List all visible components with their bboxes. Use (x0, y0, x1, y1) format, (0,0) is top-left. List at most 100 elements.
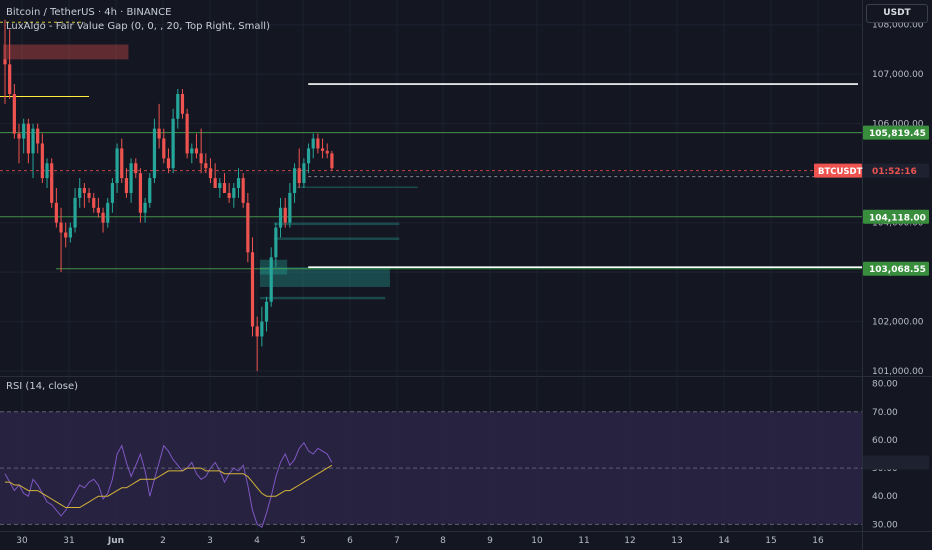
candle-body[interactable] (330, 153, 334, 169)
candle-body[interactable] (316, 138, 320, 149)
candle-body[interactable] (92, 197, 96, 208)
candle-body[interactable] (199, 153, 203, 164)
candle-body[interactable] (124, 178, 129, 193)
candle-body[interactable] (171, 118, 175, 169)
candle-body[interactable] (269, 257, 273, 302)
candle-body[interactable] (194, 148, 199, 154)
time-axis-tick-label: 12 (624, 536, 635, 546)
time-axis-tick-label: 4 (254, 536, 260, 546)
candle-body[interactable] (134, 163, 138, 174)
candle-body[interactable] (204, 163, 208, 169)
candle-body[interactable] (311, 138, 315, 149)
rsi-axis-tick-label: 30.00 (872, 520, 898, 530)
candle-body[interactable] (106, 202, 110, 223)
candle-body[interactable] (227, 192, 231, 198)
candle-body[interactable] (26, 123, 30, 154)
candle-body[interactable] (3, 59, 7, 65)
time-axis-tick-label: 3 (207, 536, 213, 546)
indicator-title: LuxAlgo - Fair Value Gap (0, 0, , 20, To… (6, 21, 270, 32)
candle-body[interactable] (45, 163, 49, 179)
candle-body[interactable] (185, 113, 189, 154)
candle-body[interactable] (87, 192, 91, 198)
fair-value-gap-zone (297, 186, 418, 189)
symbol-title: Bitcoin / TetherUS · 4h · BINANCE (6, 7, 172, 18)
candle-body[interactable] (40, 143, 44, 179)
candle-body[interactable] (180, 94, 185, 114)
time-axis-tick-label: 5 (300, 536, 306, 546)
candle-body[interactable] (325, 150, 329, 154)
candle-body[interactable] (260, 321, 264, 337)
candle-body[interactable] (278, 207, 283, 228)
candle-body[interactable] (232, 188, 236, 198)
candle-body[interactable] (59, 222, 63, 233)
candle-body[interactable] (157, 128, 161, 139)
candle-body[interactable] (241, 178, 245, 203)
time-axis-tick-label: 14 (718, 536, 730, 546)
candle-body[interactable] (166, 158, 171, 169)
candle-body[interactable] (129, 163, 133, 193)
candle-body[interactable] (264, 301, 269, 322)
symbol-price-tag-text: BTCUSDT (818, 167, 863, 177)
candle-body[interactable] (236, 178, 241, 188)
price-level-tag-text: 104,118.00 (869, 213, 926, 223)
candle-body[interactable] (12, 94, 16, 134)
candle-body[interactable] (110, 183, 115, 203)
currency-button[interactable]: USDT (866, 4, 928, 23)
candle-body[interactable] (115, 148, 119, 184)
candle-body[interactable] (96, 207, 100, 213)
candle-body[interactable] (288, 192, 292, 223)
candle-body[interactable] (73, 197, 77, 228)
candle-body[interactable] (297, 168, 301, 184)
candle-body[interactable] (138, 173, 143, 213)
time-axis-tick-label: Jun (107, 536, 124, 546)
countdown-tag-text: 01:52:16 (872, 167, 917, 177)
candle-body[interactable] (101, 212, 105, 223)
candle-body[interactable] (320, 148, 325, 151)
candle-body[interactable] (250, 252, 255, 327)
time-axis-tick-label: 13 (671, 536, 682, 546)
rsi-axis-tick-label: 70.00 (872, 408, 898, 418)
time-axis-tick-label: 11 (578, 536, 589, 546)
candle-body[interactable] (302, 163, 306, 184)
candle-body[interactable] (36, 128, 40, 144)
time-axis-tick-label: 16 (812, 536, 824, 546)
candle-body[interactable] (54, 202, 58, 223)
candle-body[interactable] (283, 207, 287, 223)
candle-body[interactable] (292, 168, 297, 193)
candle-body[interactable] (22, 123, 26, 139)
candle-body[interactable] (213, 178, 217, 188)
candle-body[interactable] (78, 188, 82, 198)
candle-body[interactable] (176, 94, 180, 119)
rsi-axis-tick-label: 40.00 (872, 492, 898, 502)
price-level-tag-text: 103,068.55 (869, 265, 926, 275)
candle-body[interactable] (64, 232, 68, 238)
candle-body[interactable] (255, 326, 259, 337)
candle-body[interactable] (152, 128, 157, 179)
candle-body[interactable] (17, 133, 21, 139)
candle-body[interactable] (274, 227, 278, 258)
candle-body[interactable] (190, 148, 194, 154)
candle-body[interactable] (306, 148, 311, 164)
fair-value-gap-zone (273, 222, 400, 226)
candle-body[interactable] (120, 148, 124, 179)
candle-body[interactable] (31, 128, 35, 154)
price-level-tag (863, 125, 929, 140)
candle-body[interactable] (148, 178, 152, 203)
candle-body[interactable] (82, 188, 86, 193)
candle-body[interactable] (68, 227, 72, 238)
candle-body[interactable] (8, 64, 12, 94)
candle-body[interactable] (50, 163, 54, 203)
candle-body[interactable] (208, 168, 213, 179)
candle-body[interactable] (246, 202, 250, 253)
candle-body[interactable] (143, 202, 147, 213)
symbol-price-tag (814, 163, 862, 178)
time-axis-tick-label: 7 (394, 536, 400, 546)
candle-body[interactable] (218, 183, 222, 188)
candle-body[interactable] (162, 138, 166, 159)
rsi-moving-average-line (5, 464, 333, 508)
rsi-value-tag-space (863, 455, 929, 470)
candle-body[interactable] (222, 183, 227, 193)
price-axis-tick-label: 101,000.00 (872, 367, 924, 377)
